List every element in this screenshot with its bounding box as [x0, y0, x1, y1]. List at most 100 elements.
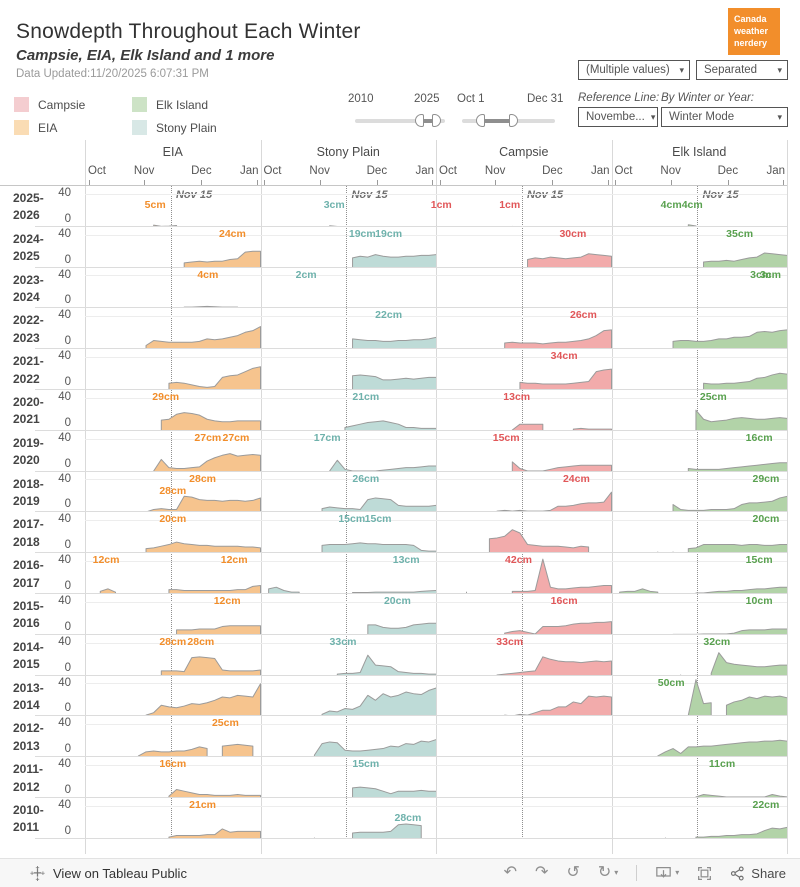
winter-mode-dropdown[interactable]: Winter Mode ▾	[661, 107, 788, 127]
chart-cell: 26cm	[436, 308, 612, 350]
tableau-logo-icon	[30, 865, 45, 881]
snowdepth-area	[436, 431, 612, 472]
y-axis-tick-40: 40	[58, 758, 71, 771]
value-annotation: 15cm	[364, 513, 392, 526]
date-slider-handle-right[interactable]	[509, 114, 518, 127]
redo-button[interactable]: ↷	[535, 864, 549, 881]
snowdepth-area	[85, 186, 261, 227]
winter-label: 2020- 2021	[13, 395, 44, 427]
chart-cell: 5cm	[85, 186, 261, 227]
y-axis-tick-0: 0	[64, 620, 71, 633]
date-slider-handle-left[interactable]	[476, 114, 485, 127]
winter-label: 2010- 2011	[13, 803, 44, 835]
gridline-40	[436, 764, 612, 766]
chart-cell: 20cm	[85, 512, 261, 554]
winter-label: 2011- 2012	[13, 762, 44, 794]
snowdepth-area	[261, 472, 436, 513]
chart-cell: 22cm	[611, 798, 787, 839]
chart-cell: 29cm	[611, 472, 787, 513]
year-slider-handle-left[interactable]	[415, 114, 424, 127]
view-on-tableau-public-link[interactable]: View on Tableau Public	[30, 865, 187, 881]
row-label: 2023- 2024 40 0	[0, 268, 85, 309]
value-annotation: 28cm	[187, 635, 215, 648]
undo-button[interactable]: ↶	[503, 864, 518, 881]
legend-item-stony-plain[interactable]: Stony Plain	[132, 116, 250, 139]
snowdepth-area	[436, 798, 612, 839]
gridline-40	[85, 438, 261, 440]
y-axis-tick-40: 40	[58, 268, 71, 281]
reset-button[interactable]: ↺	[566, 864, 580, 881]
chevron-down-icon: ▾	[777, 64, 782, 75]
value-annotation: 1cm	[499, 199, 521, 211]
download-button[interactable]: ▾	[655, 866, 679, 881]
share-button[interactable]: Share	[730, 866, 786, 881]
value-annotation: 29cm	[752, 472, 780, 485]
legend-item-elk-island[interactable]: Elk Island	[132, 93, 250, 116]
value-annotation: 2cm	[295, 268, 317, 281]
gridline-40	[260, 397, 436, 399]
month-label: Jan	[590, 165, 610, 177]
row-label: 2022- 2023 40 0	[0, 308, 85, 349]
column-separator	[260, 140, 262, 854]
y-axis-tick-40: 40	[58, 472, 71, 485]
snowdepth-area	[85, 635, 261, 676]
year-slider-handle-right[interactable]	[432, 114, 441, 127]
chart-cell: 34cm	[436, 349, 612, 390]
value-annotation: 15cm	[492, 431, 520, 444]
month-label: Oct	[614, 165, 633, 177]
snowdepth-area	[85, 553, 261, 594]
refresh-button[interactable]: ↻ ▾	[597, 864, 619, 881]
reference-line-date-label: Nov 15	[526, 189, 564, 201]
chart-cell: 20cm	[611, 512, 787, 554]
value-annotation: 3cm	[760, 268, 782, 281]
value-annotation: 21cm	[189, 799, 217, 811]
page-subtitle: Campsie, EIA, Elk Island and 1 more	[16, 47, 275, 64]
snowdepth-area	[436, 390, 612, 431]
layout-value: Separated	[704, 64, 758, 76]
y-axis-tick-40: 40	[58, 554, 71, 567]
value-annotation: 15cm	[745, 554, 773, 567]
year-slider-track[interactable]	[355, 114, 445, 127]
layout-dropdown[interactable]: Separated ▾	[696, 60, 788, 80]
y-axis-tick-40: 40	[58, 391, 71, 403]
station-filter-dropdown[interactable]: (Multiple values) ▾	[578, 60, 690, 80]
chart-cell: 35cm	[611, 227, 787, 268]
chart-cell: 29cm	[85, 390, 261, 431]
chart-cell: 4cm	[85, 268, 261, 309]
gridline-40	[436, 356, 612, 358]
gridline-40	[85, 397, 261, 399]
brand-logo[interactable]: Canada weather nerdery	[728, 8, 780, 55]
reference-line-dropdown[interactable]: Novembe... ▾	[578, 107, 658, 127]
snowdepth-area	[85, 227, 261, 268]
value-annotation: 17cm	[313, 431, 341, 444]
value-annotation: 35cm	[726, 227, 754, 240]
snowdepth-area	[612, 308, 787, 350]
snowdepth-area	[436, 349, 612, 390]
gridline-40	[260, 805, 436, 807]
chevron-down-icon: ▾	[614, 868, 619, 877]
fullscreen-button[interactable]	[697, 866, 712, 881]
value-annotation: 11cm	[708, 758, 736, 771]
legend-item-campsie[interactable]: Campsie	[14, 93, 132, 116]
chart-cell: 28cm	[260, 798, 436, 839]
legend-item-eia[interactable]: EIA	[14, 116, 132, 139]
gridline-40	[611, 764, 787, 766]
gridline-40	[260, 683, 436, 685]
row-label: 2012- 2013 40 0	[0, 716, 85, 757]
date-slider-track[interactable]	[462, 114, 555, 127]
value-annotation: 4cm	[197, 268, 219, 281]
gridline-40	[611, 438, 787, 440]
chart-cell: 32cm	[611, 635, 787, 676]
snowdepth-area	[261, 349, 436, 390]
month-label: Oct	[263, 165, 282, 177]
month-tick	[88, 180, 90, 185]
gridline-40	[85, 560, 261, 562]
chart-cell	[611, 349, 787, 390]
reference-line-value: Novembe...	[586, 111, 645, 123]
chart-cell: 1cm 1cm	[431, 186, 612, 227]
row-label: 2011- 2012 40 0	[0, 757, 85, 798]
value-annotation: 22cm	[375, 309, 403, 322]
snowdepth-area	[436, 308, 612, 350]
gridline-40	[611, 193, 787, 195]
value-annotation: 21cm	[352, 391, 380, 403]
